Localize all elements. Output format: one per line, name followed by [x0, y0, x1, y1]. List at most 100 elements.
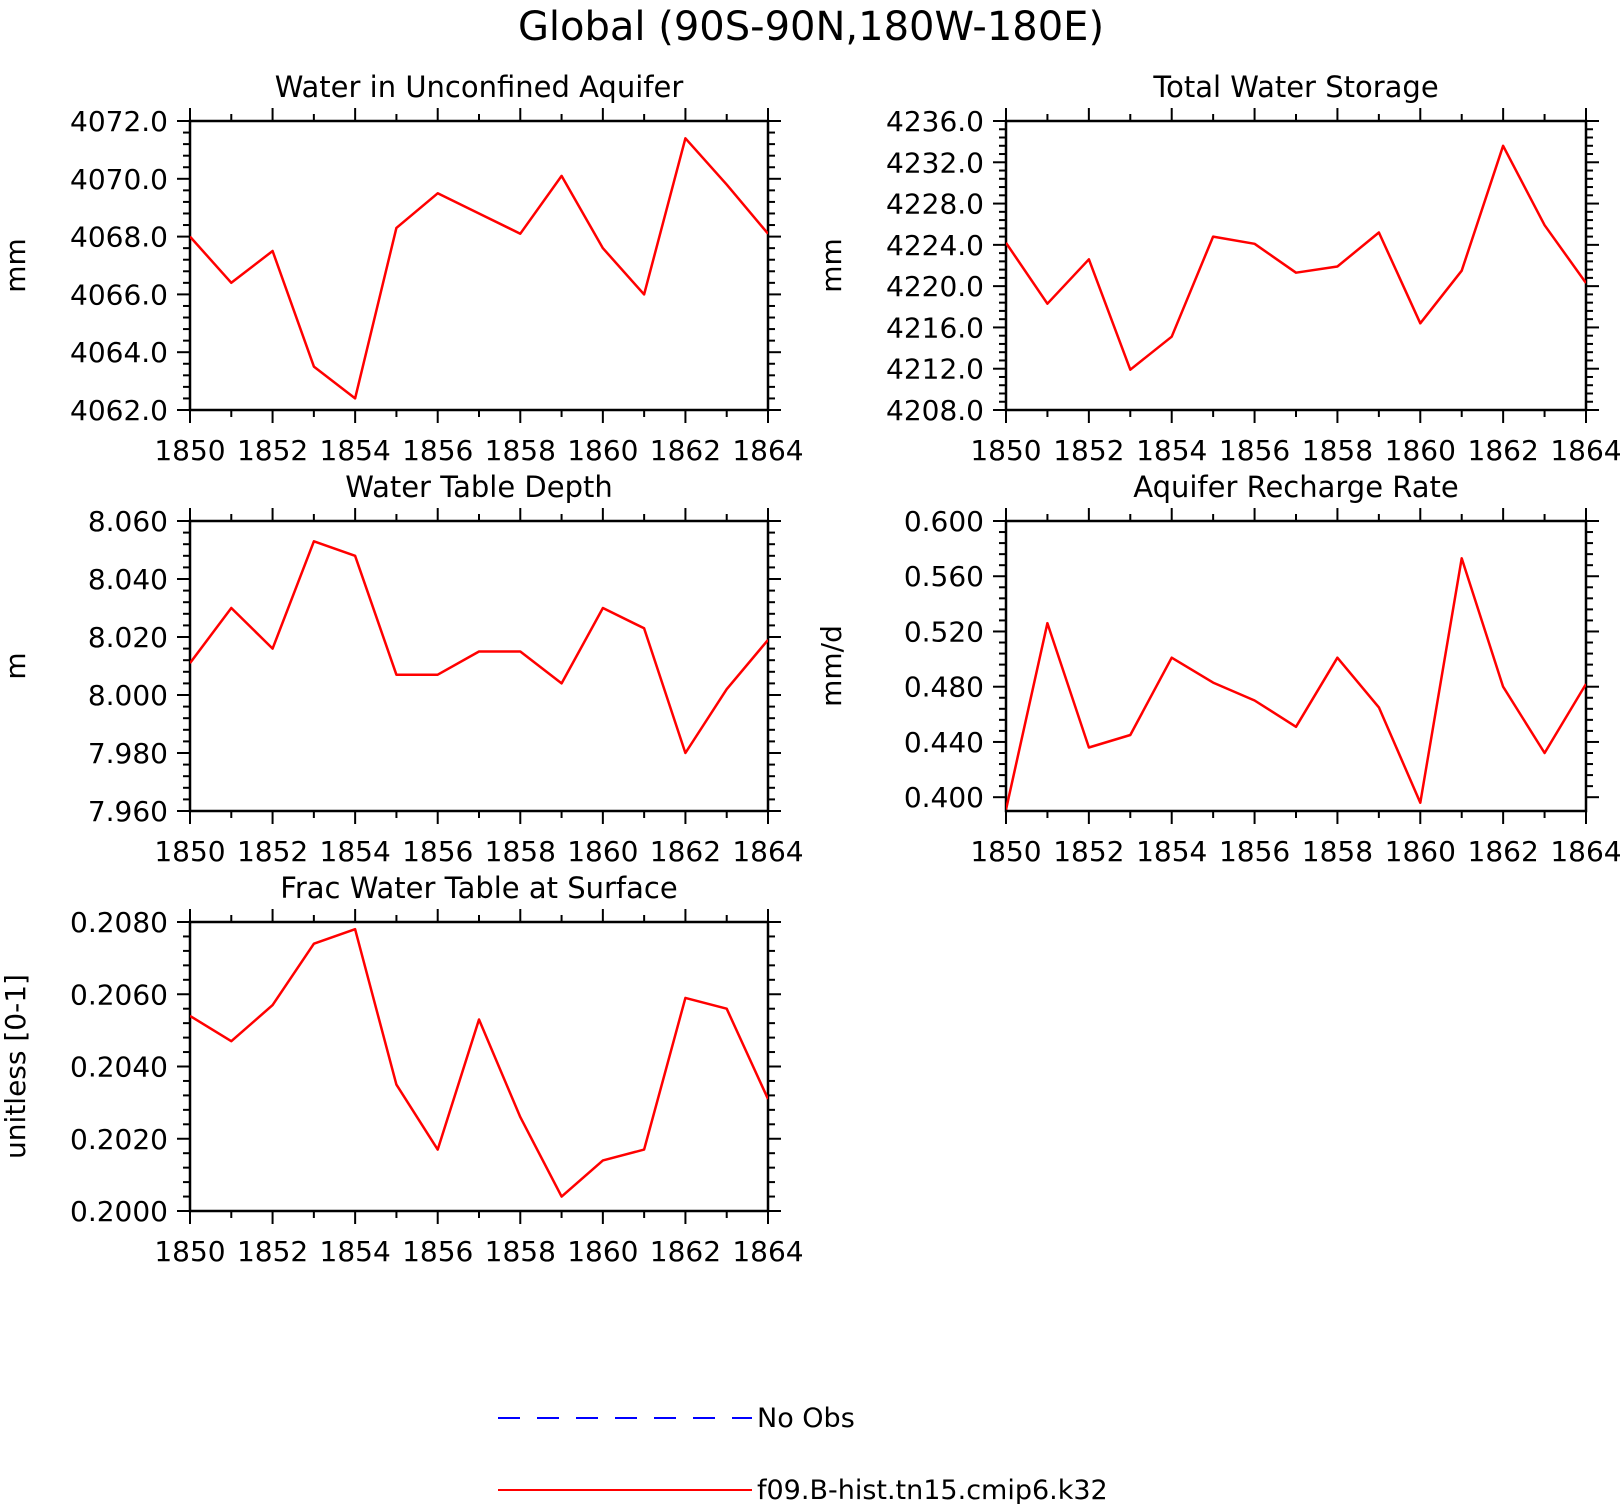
x-tick-label: 1858	[485, 835, 556, 868]
y-axis-label: mm/d	[815, 625, 848, 707]
y-tick-label: 4224.0	[886, 229, 984, 262]
x-tick-label: 1862	[650, 1235, 721, 1268]
y-axis-label: mm	[815, 238, 848, 293]
x-tick-label: 1864	[732, 434, 803, 467]
panel-title: Water Table Depth	[345, 470, 613, 504]
chart-panel-total-water-storage: 4208.0 4212.0 4216.0 4220.0 4224.0 4228.0 4232…	[815, 70, 1622, 467]
y-tick-label: 8.060	[88, 505, 168, 538]
x-tick-label: 1858	[485, 434, 556, 467]
plot-frame	[1004, 519, 1588, 813]
panel-title: Water in Unconfined Aquifer	[275, 70, 684, 104]
panel-title: Frac Water Table at Surface	[280, 871, 677, 905]
x-tick-label: 1860	[567, 434, 638, 467]
y-tick-label: 4232.0	[886, 146, 984, 179]
y-tick-label: 0.560	[904, 560, 984, 593]
x-tick-label: 1854	[1136, 434, 1207, 467]
y-tick-label: 0.2060	[70, 978, 168, 1011]
x-tick-label: 1864	[1550, 835, 1621, 868]
y-tick-label: 0.2020	[70, 1123, 168, 1156]
x-tick-label: 1862	[1468, 835, 1539, 868]
legend: No Obs f09.B-hist.tn15.cmip6.k32	[498, 1403, 1108, 1504]
legend-label-model: f09.B-hist.tn15.cmip6.k32	[757, 1475, 1108, 1504]
x-tick-label: 1852	[1053, 434, 1124, 467]
series-line-0	[190, 927, 768, 1198]
chart-panels: 4062.0 4064.0 4066.0 4068.0 4070.0 4072.0 1850…	[0, 70, 1622, 1268]
series-line-0	[190, 540, 768, 755]
chart-panel-water-in-unconfined-aquifer: 4062.0 4064.0 4066.0 4068.0 4070.0 4072.0 1850…	[0, 70, 804, 467]
x-tick-label: 1860	[1385, 434, 1456, 467]
chart-panel-water-table-depth: 7.960 7.980 8.000 8.020 8.040 8.060 1850 1852 18…	[0, 470, 804, 868]
y-tick-label: 0.2080	[70, 906, 168, 939]
x-tick-label: 1864	[732, 835, 803, 868]
x-tick-label: 1854	[1136, 835, 1207, 868]
y-tick-label: 8.040	[88, 563, 168, 596]
plot-frame	[1004, 119, 1588, 412]
panel-title: Aquifer Recharge Rate	[1133, 470, 1459, 504]
y-tick-label: 7.960	[88, 795, 168, 828]
y-tick-label: 0.2000	[70, 1195, 168, 1228]
x-tick-label: 1862	[650, 434, 721, 467]
chart-panel-aquifer-recharge-rate: 0.400 0.440 0.480 0.520 0.560 0.600 1850 1852 18…	[815, 470, 1622, 868]
x-tick-label: 1850	[970, 835, 1041, 868]
x-tick-label: 1856	[402, 1235, 473, 1268]
y-tick-label: 4220.0	[886, 270, 984, 303]
y-axis-label: m	[0, 652, 32, 679]
x-tick-label: 1852	[237, 1235, 308, 1268]
y-tick-label: 4072.0	[70, 105, 168, 138]
x-tick-label: 1858	[485, 1235, 556, 1268]
y-tick-label: 4228.0	[886, 188, 984, 221]
x-tick-label: 1854	[320, 835, 391, 868]
y-axis-label: unitless [0-1]	[0, 974, 32, 1159]
y-tick-label: 4216.0	[886, 311, 984, 344]
plot-frame	[188, 920, 770, 1213]
x-tick-label: 1850	[154, 1235, 225, 1268]
x-tick-label: 1854	[320, 1235, 391, 1268]
legend-label-no-obs: No Obs	[757, 1403, 855, 1434]
y-axis-label: mm	[0, 238, 32, 293]
x-tick-label: 1858	[1302, 434, 1373, 467]
y-tick-label: 4236.0	[886, 105, 984, 138]
y-tick-label: 8.000	[88, 679, 168, 712]
x-tick-label: 1862	[1468, 434, 1539, 467]
series-line-0	[1006, 557, 1586, 810]
x-tick-label: 1850	[154, 835, 225, 868]
x-tick-label: 1858	[1302, 835, 1373, 868]
y-tick-label: 0.600	[904, 505, 984, 538]
chart-panel-frac-water-table-at-surface: 0.2000 0.2020 0.2040 0.2060 0.2080 1850 1852 18…	[0, 871, 804, 1268]
x-tick-label: 1860	[567, 1235, 638, 1268]
plot-frame	[188, 519, 770, 813]
y-tick-label: 4208.0	[886, 394, 984, 427]
y-tick-label: 4064.0	[70, 336, 168, 369]
x-tick-label: 1854	[320, 434, 391, 467]
series-line-0	[190, 137, 768, 400]
y-tick-label: 0.520	[904, 615, 984, 648]
y-tick-label: 4066.0	[70, 278, 168, 311]
x-tick-label: 1852	[237, 835, 308, 868]
x-tick-label: 1864	[1550, 434, 1621, 467]
x-tick-label: 1862	[650, 835, 721, 868]
y-tick-label: 0.400	[904, 781, 984, 814]
panel-title: Total Water Storage	[1152, 70, 1438, 104]
x-tick-label: 1860	[567, 835, 638, 868]
y-tick-label: 0.2040	[70, 1051, 168, 1084]
y-tick-label: 4212.0	[886, 353, 984, 386]
x-tick-label: 1856	[402, 434, 473, 467]
x-tick-label: 1856	[402, 835, 473, 868]
y-tick-label: 8.020	[88, 621, 168, 654]
y-tick-label: 0.480	[904, 671, 984, 704]
figure-title: Global (90S-90N,180W-180E)	[518, 4, 1104, 50]
x-tick-label: 1852	[237, 434, 308, 467]
y-tick-label: 0.440	[904, 726, 984, 759]
y-tick-label: 4068.0	[70, 221, 168, 254]
y-tick-label: 4070.0	[70, 163, 168, 196]
x-tick-label: 1860	[1385, 835, 1456, 868]
y-tick-label: 7.980	[88, 737, 168, 770]
x-tick-label: 1856	[1219, 835, 1290, 868]
x-tick-label: 1850	[970, 434, 1041, 467]
x-tick-label: 1856	[1219, 434, 1290, 467]
series-line-0	[1006, 144, 1586, 371]
x-tick-label: 1852	[1053, 835, 1124, 868]
x-tick-label: 1864	[732, 1235, 803, 1268]
x-tick-label: 1850	[154, 434, 225, 467]
